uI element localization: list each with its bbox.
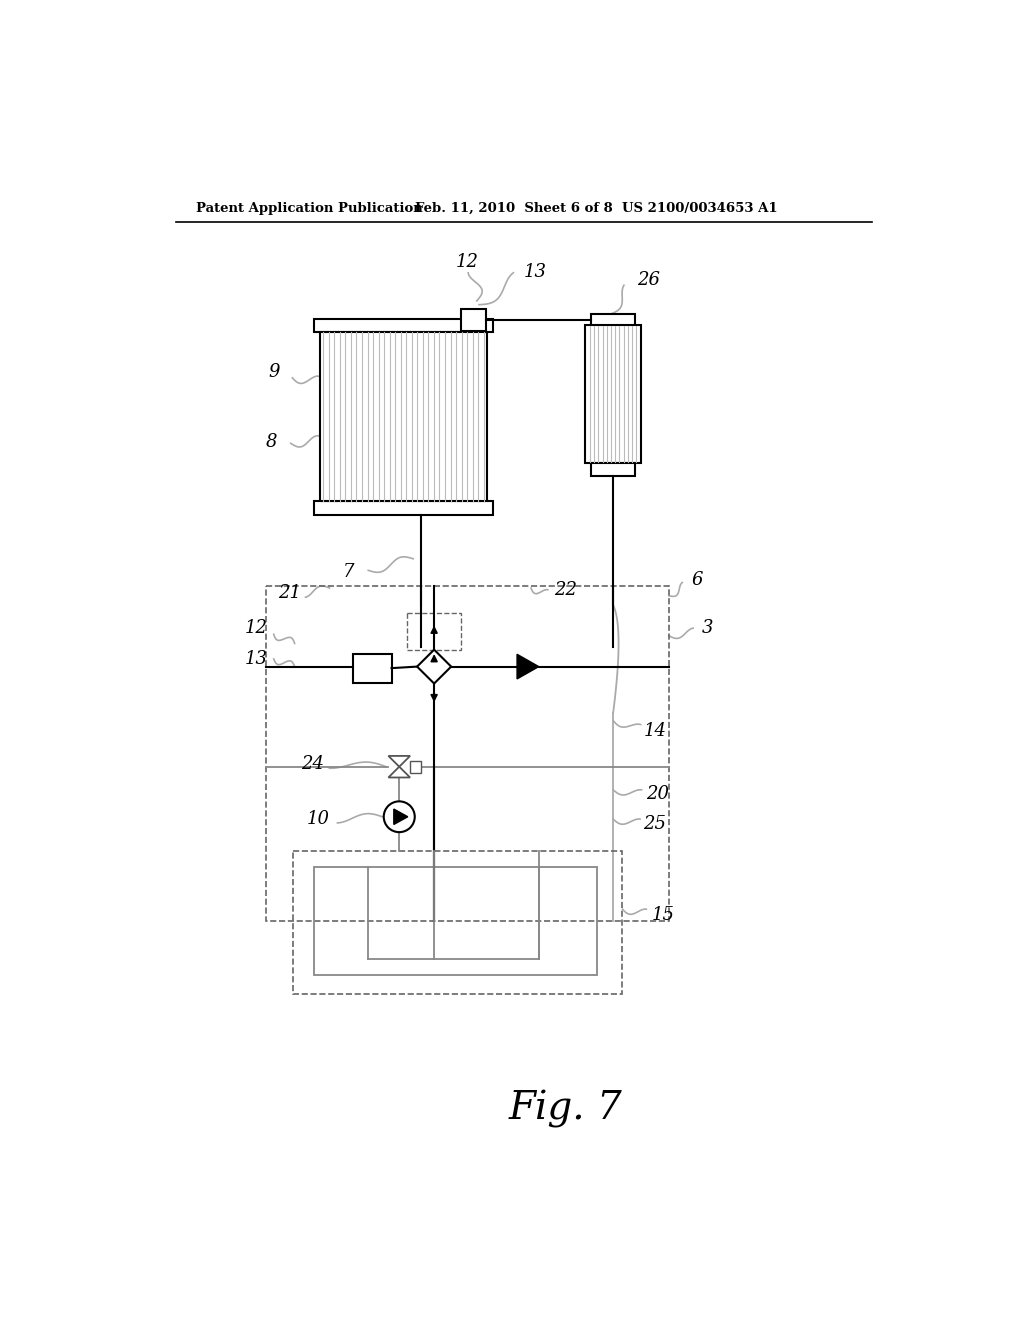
Bar [314,318,493,333]
Text: 24: 24 [301,755,324,774]
Text: 22: 22 [554,581,578,598]
Bar [410,760,421,774]
Polygon shape [388,767,410,777]
Polygon shape [517,655,539,678]
Bar [407,612,461,649]
Text: 15: 15 [651,906,674,924]
Text: Fig. 7: Fig. 7 [509,1090,623,1129]
Text: 9: 9 [268,363,280,380]
Text: 20: 20 [646,784,669,803]
Bar [592,314,635,326]
Bar [314,502,493,515]
Bar [293,851,623,994]
Bar [314,867,597,974]
Text: 26: 26 [637,271,660,289]
Text: 13: 13 [245,649,268,668]
Polygon shape [388,756,410,767]
Text: 12: 12 [456,253,479,272]
Circle shape [384,801,415,832]
Text: 10: 10 [307,810,330,828]
Text: 7: 7 [343,562,354,581]
Text: 21: 21 [278,585,301,602]
Bar [266,586,669,921]
Text: 6: 6 [692,572,703,589]
Text: Feb. 11, 2010  Sheet 6 of 8: Feb. 11, 2010 Sheet 6 of 8 [415,202,612,215]
Text: 12: 12 [245,619,268,638]
Text: Patent Application Publication: Patent Application Publication [197,202,423,215]
Text: 8: 8 [265,433,278,450]
Bar [321,333,486,502]
Text: 3: 3 [701,619,714,638]
Bar [461,309,486,331]
Text: 14: 14 [643,722,667,739]
Text: 25: 25 [643,816,667,833]
Polygon shape [417,649,452,684]
Text: US 2100/0034653 A1: US 2100/0034653 A1 [623,202,778,215]
Bar [352,653,391,682]
Polygon shape [394,809,408,825]
Text: 13: 13 [524,263,547,281]
Bar [592,463,635,475]
Bar [586,325,641,463]
